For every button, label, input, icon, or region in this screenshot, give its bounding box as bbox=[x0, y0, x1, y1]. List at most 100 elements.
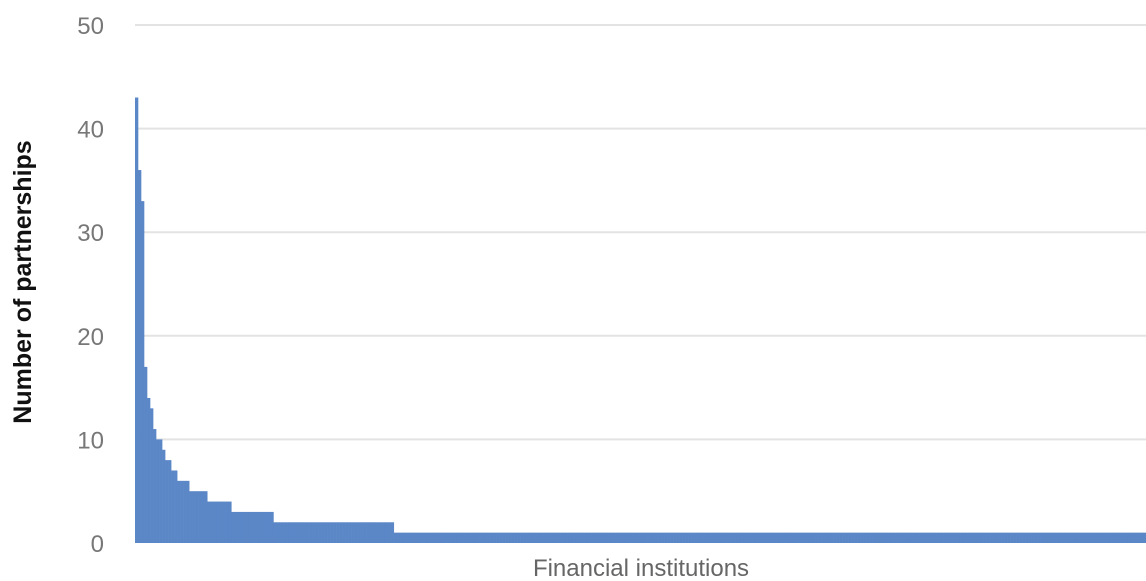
bar bbox=[944, 532, 948, 543]
bar bbox=[884, 532, 888, 543]
bar bbox=[294, 522, 298, 543]
bar bbox=[908, 532, 912, 543]
bar bbox=[809, 532, 813, 543]
bar bbox=[1106, 532, 1111, 543]
bar bbox=[378, 522, 383, 543]
bar bbox=[150, 408, 154, 543]
bar bbox=[682, 532, 686, 543]
bar bbox=[685, 532, 689, 543]
bar bbox=[336, 522, 340, 543]
bar bbox=[1040, 532, 1044, 543]
bar bbox=[652, 532, 656, 543]
bar bbox=[432, 532, 437, 543]
bar bbox=[631, 532, 635, 543]
bar bbox=[288, 522, 292, 543]
bar bbox=[1112, 532, 1117, 543]
bar bbox=[243, 511, 247, 543]
bar bbox=[896, 532, 900, 543]
bar bbox=[523, 532, 527, 543]
bar bbox=[601, 532, 605, 543]
bar bbox=[450, 532, 455, 543]
bar bbox=[1094, 532, 1099, 543]
bar bbox=[312, 522, 316, 543]
bar bbox=[992, 532, 996, 543]
bar bbox=[261, 511, 265, 543]
bar bbox=[595, 532, 599, 543]
bar bbox=[147, 397, 151, 543]
bar bbox=[670, 532, 674, 543]
bar bbox=[417, 532, 422, 543]
bar bbox=[914, 532, 918, 543]
bar bbox=[1028, 532, 1032, 543]
bar bbox=[177, 480, 181, 543]
bar bbox=[444, 532, 449, 543]
bar bbox=[1061, 532, 1066, 543]
y-tick-label: 10 bbox=[77, 427, 104, 454]
bar bbox=[267, 511, 271, 543]
bar bbox=[411, 532, 416, 543]
bar bbox=[490, 532, 494, 543]
bar bbox=[1124, 532, 1129, 543]
bar bbox=[616, 532, 620, 543]
bar bbox=[544, 532, 548, 543]
bar bbox=[845, 532, 849, 543]
bar bbox=[468, 532, 473, 543]
bar bbox=[751, 532, 756, 543]
bar bbox=[917, 532, 921, 543]
bar bbox=[607, 532, 611, 543]
bar bbox=[138, 170, 142, 544]
bar bbox=[348, 522, 352, 543]
bar bbox=[754, 532, 759, 543]
bar bbox=[1031, 532, 1035, 543]
bar bbox=[1001, 532, 1005, 543]
bar bbox=[968, 532, 972, 543]
bar bbox=[667, 532, 671, 543]
bar bbox=[1130, 532, 1135, 543]
bar bbox=[300, 522, 304, 543]
bar bbox=[709, 532, 714, 543]
bar bbox=[499, 532, 503, 543]
bar bbox=[824, 532, 828, 543]
bar bbox=[580, 532, 584, 543]
bar bbox=[1067, 532, 1072, 543]
bar bbox=[333, 522, 337, 543]
bar bbox=[932, 532, 936, 543]
bar bbox=[369, 522, 374, 543]
bar bbox=[249, 511, 253, 543]
bar bbox=[303, 522, 307, 543]
bar bbox=[836, 532, 840, 543]
bar bbox=[730, 532, 735, 543]
bar bbox=[360, 522, 364, 543]
bar bbox=[878, 532, 882, 543]
bar bbox=[712, 532, 717, 543]
bar bbox=[911, 532, 915, 543]
bar bbox=[965, 532, 969, 543]
bar bbox=[691, 532, 695, 543]
bar bbox=[456, 532, 461, 543]
bar bbox=[790, 532, 795, 543]
y-tick-label: 30 bbox=[77, 220, 104, 247]
bar bbox=[995, 532, 999, 543]
bar bbox=[974, 532, 978, 543]
bar bbox=[640, 532, 644, 543]
bar bbox=[330, 522, 334, 543]
bar bbox=[869, 532, 873, 543]
bar bbox=[1070, 532, 1075, 543]
bar bbox=[706, 532, 711, 543]
bar bbox=[1082, 532, 1087, 543]
x-axis-label: Financial institutions bbox=[533, 555, 749, 581]
bar bbox=[827, 532, 831, 543]
bar bbox=[1079, 532, 1084, 543]
bar bbox=[255, 511, 259, 543]
bar bbox=[760, 532, 765, 543]
bar bbox=[956, 532, 960, 543]
bar bbox=[718, 532, 723, 543]
bar bbox=[679, 532, 683, 543]
bar bbox=[643, 532, 647, 543]
bar bbox=[998, 532, 1002, 543]
bar bbox=[345, 522, 349, 543]
bar bbox=[787, 532, 792, 543]
bar bbox=[219, 501, 223, 543]
bar bbox=[950, 532, 954, 543]
bar bbox=[538, 532, 542, 543]
